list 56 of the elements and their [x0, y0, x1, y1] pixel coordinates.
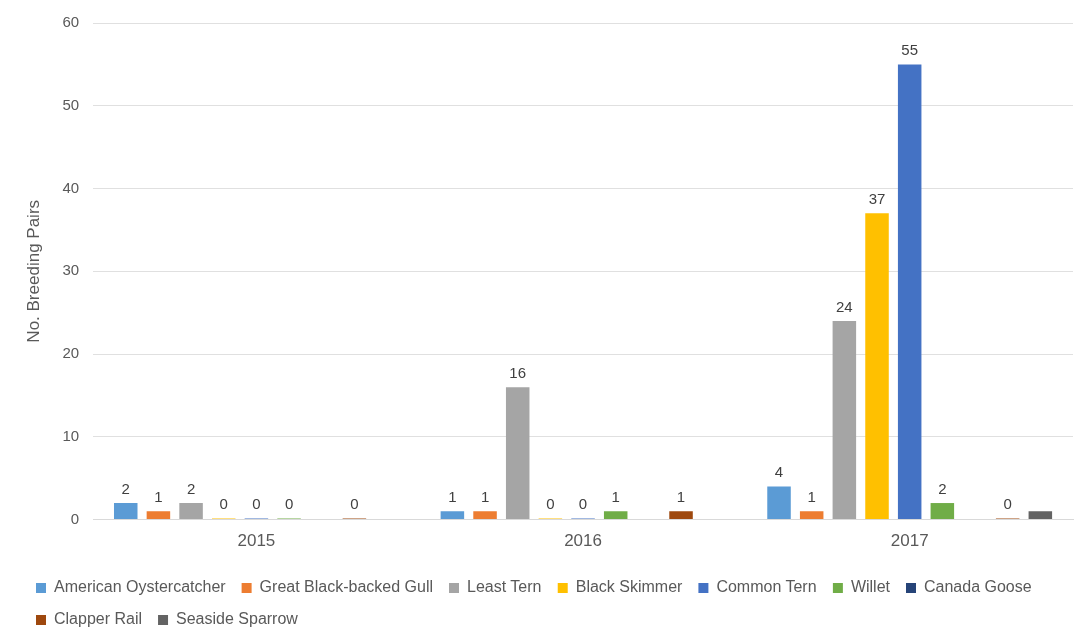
- data-label: 1: [448, 487, 457, 505]
- data-label: 2: [121, 479, 130, 497]
- data-label: 24: [836, 297, 853, 315]
- data-label: 1: [807, 487, 816, 505]
- bar: [440, 511, 465, 520]
- x-tick-label: 2015: [237, 531, 276, 551]
- x-tick-label: 2017: [890, 531, 929, 551]
- bar: [832, 320, 857, 520]
- legend-label: Canada Goose: [923, 578, 1032, 596]
- bar: [767, 486, 791, 520]
- data-label: 1: [154, 487, 163, 505]
- data-label: 0: [578, 495, 588, 513]
- y-axis-title: No. Breeding Pairs: [23, 199, 43, 343]
- y-tick-label: 60: [62, 13, 80, 31]
- y-tick-label: 40: [62, 178, 80, 196]
- legend-label: Great Black-backed Gull: [259, 578, 434, 596]
- legend-label: Black Skimmer: [575, 578, 684, 596]
- bar: [930, 503, 955, 520]
- bar: [603, 511, 628, 520]
- bar: [799, 511, 824, 520]
- bar: [1028, 511, 1053, 520]
- data-label: 1: [611, 487, 620, 505]
- legend-label: Willet: [850, 578, 891, 596]
- data-label: 4: [774, 463, 784, 481]
- bar: [473, 511, 497, 520]
- bar: [113, 503, 138, 520]
- data-label: 0: [219, 495, 228, 513]
- data-label: 0: [546, 495, 555, 513]
- data-label: 0: [1003, 495, 1012, 513]
- y-tick-label: 20: [62, 344, 80, 362]
- data-label: 1: [676, 487, 686, 505]
- data-label: 0: [252, 495, 261, 513]
- bar: [669, 511, 693, 520]
- y-tick-label: 10: [62, 426, 80, 444]
- bar: [865, 213, 889, 520]
- data-label: 55: [901, 41, 919, 59]
- data-label: 16: [509, 363, 527, 381]
- x-tick-label: 2016: [564, 531, 602, 551]
- legend-label: Clapper Rail: [54, 610, 143, 628]
- data-label: 2: [186, 479, 196, 497]
- data-label: 1: [480, 487, 490, 505]
- data-label: 0: [284, 495, 294, 513]
- bar: [897, 64, 922, 520]
- data-label: 37: [868, 190, 886, 207]
- bar: [146, 511, 171, 520]
- bar: [179, 503, 203, 520]
- legend-label: Common Tern: [716, 578, 817, 596]
- y-tick-label: 0: [70, 509, 80, 527]
- legend-label: American Oystercatcher: [54, 578, 227, 596]
- data-label: 0: [350, 495, 359, 513]
- data-label: 2: [938, 479, 947, 497]
- y-tick-label: 50: [62, 95, 80, 113]
- legend-label: Seaside Sparrow: [176, 610, 299, 628]
- y-tick-label: 30: [62, 261, 80, 279]
- legend-label: Least Tern: [467, 578, 542, 596]
- bar: [505, 387, 530, 520]
